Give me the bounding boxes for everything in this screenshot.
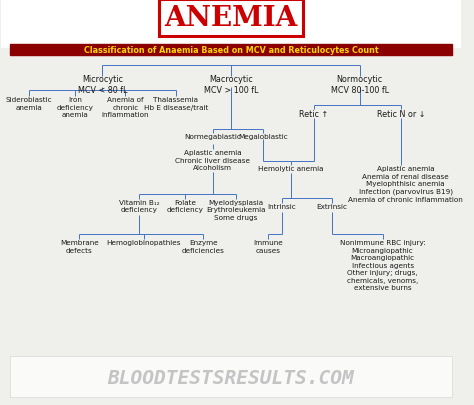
Text: Normocytic
MCV 80-100 fL: Normocytic MCV 80-100 fL [330, 75, 389, 95]
Text: Normegablastic: Normegablastic [184, 134, 241, 140]
Text: Aplastic anemia
Anemia of renal disease
Myelophthisic anemia
Infection (parvovir: Aplastic anemia Anemia of renal disease … [348, 166, 463, 202]
Text: Immune
causes: Immune causes [253, 240, 283, 253]
Text: Membrane
defects: Membrane defects [60, 240, 99, 253]
Text: Classification of Anaemia Based on MCV and Reticulocytes Count: Classification of Anaemia Based on MCV a… [84, 46, 378, 55]
Text: Microcytic
MCV < 80 fL: Microcytic MCV < 80 fL [78, 75, 127, 95]
Text: Extrinsic: Extrinsic [317, 203, 347, 209]
Text: Retic ↑: Retic ↑ [299, 110, 328, 119]
Text: Sideroblastic
anemia: Sideroblastic anemia [6, 97, 52, 111]
Text: Anemia of
chronic
inflammation: Anemia of chronic inflammation [101, 97, 149, 118]
Text: Thalassemia
Hb E disease/trait: Thalassemia Hb E disease/trait [144, 97, 208, 111]
Text: Retic N or ↓: Retic N or ↓ [377, 110, 425, 119]
Text: Aplastic anemia
Chronic liver disease
Alcoholism: Aplastic anemia Chronic liver disease Al… [175, 150, 250, 171]
FancyBboxPatch shape [10, 356, 452, 397]
FancyBboxPatch shape [1, 0, 461, 49]
Text: Myelodysplasia
Erythroleukemia
Some drugs: Myelodysplasia Erythroleukemia Some drug… [206, 199, 265, 220]
Text: Enzyme
deficiencies: Enzyme deficiencies [182, 240, 225, 253]
Text: BLOODTESTSRESULTS.COM: BLOODTESTSRESULTS.COM [108, 368, 355, 387]
FancyBboxPatch shape [10, 45, 452, 56]
Text: Folate
deficiency: Folate deficiency [166, 199, 203, 213]
Text: Intrinsic: Intrinsic [267, 203, 296, 209]
Text: Nonimmune RBC injury:
Microangiopathic
Macroangiopathic
Infectious agents
Other : Nonimmune RBC injury: Microangiopathic M… [340, 240, 426, 291]
Text: Hemoglobinopathies: Hemoglobinopathies [107, 240, 181, 246]
Text: Vitamin B₁₂
deficiency: Vitamin B₁₂ deficiency [119, 199, 159, 213]
Text: Megaloblastic: Megaloblastic [238, 134, 288, 140]
Text: Hemolytic anemia: Hemolytic anemia [258, 166, 323, 172]
Text: Iron
deficiency
anemia: Iron deficiency anemia [56, 97, 93, 118]
Text: Macrocytic
MCV > 100 fL: Macrocytic MCV > 100 fL [204, 75, 258, 95]
Text: ANEMIA: ANEMIA [164, 5, 298, 32]
